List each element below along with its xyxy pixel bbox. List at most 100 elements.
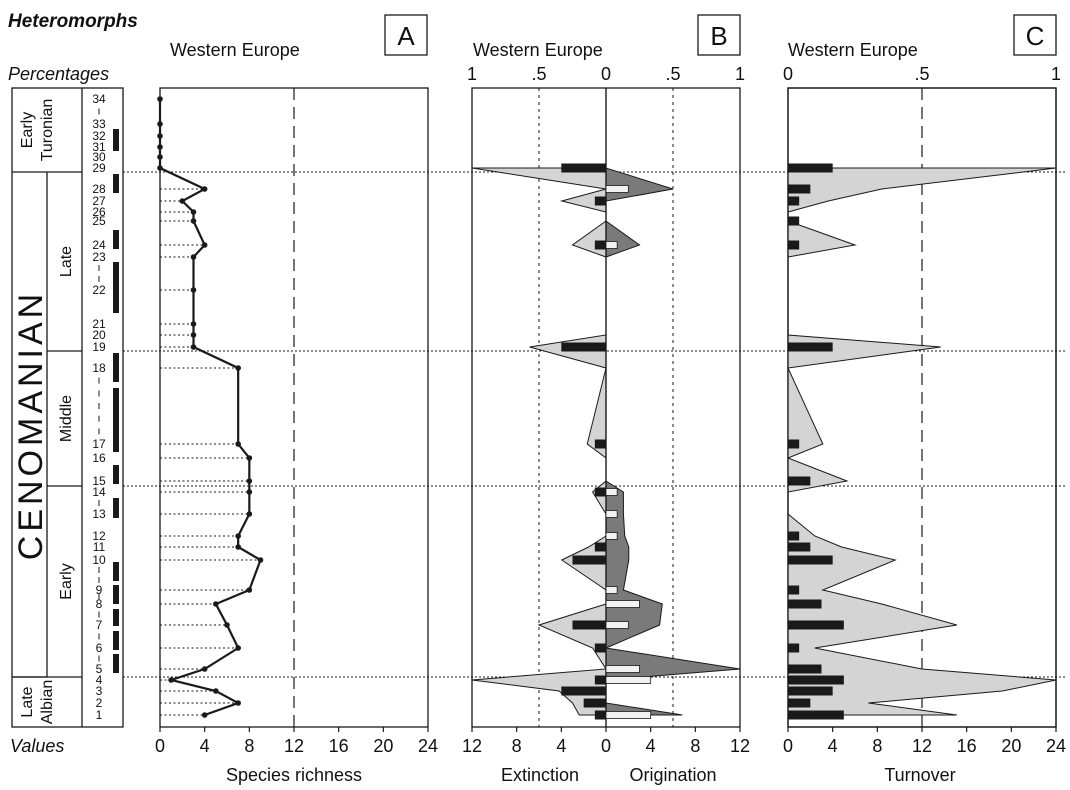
- x-tick-label: 12: [462, 736, 482, 756]
- zone-label-29: 29: [92, 161, 106, 175]
- turnover-bar-zone-3: [788, 686, 833, 696]
- stage-label: CENOMANIAN: [12, 290, 50, 560]
- values-label: Values: [10, 736, 64, 756]
- substage-label-line: Late: [58, 246, 75, 277]
- panel-c-turnover: 0 4 8 12 16 20 24 0 .5 1: [783, 64, 1066, 756]
- turnover-bar-zone-19: [788, 342, 833, 352]
- richness-point-zone-26: [190, 209, 197, 215]
- zone-label-8: 8: [96, 597, 103, 611]
- extinction-bar-zone-4: [594, 675, 606, 685]
- x-tick-label: 0: [601, 736, 611, 756]
- zone-label-21: 21: [92, 317, 106, 331]
- panel-letter-a: A: [384, 14, 428, 56]
- zone-marker-bar: [113, 465, 119, 484]
- substage-label: Early: [58, 563, 75, 599]
- x-tick-label: 4: [200, 736, 210, 756]
- turnover-bar-zone-11: [788, 542, 811, 552]
- origination-bar-zone-24: [605, 241, 618, 249]
- richness-point-zone-22: [190, 287, 197, 293]
- percent-tick-label: .5: [665, 64, 680, 84]
- x-tick-label: 0: [155, 736, 165, 756]
- turnover-bar-zone-28: [788, 184, 811, 194]
- origination-bar-zone-9: [605, 586, 618, 594]
- panel-b-extinction-origination: 12 8 4 0 4 8 12 1 .5 0 .5 1: [462, 64, 750, 756]
- percent-tick-label: .5: [531, 64, 546, 84]
- panel-a-xlabel: Species richness: [226, 765, 362, 785]
- x-tick-label: 4: [556, 736, 566, 756]
- zone-label-7: 7: [96, 618, 103, 632]
- zone-label-5: 5: [96, 662, 103, 676]
- richness-point-zone-21: [190, 321, 197, 327]
- richness-point-zone-7: [224, 622, 230, 628]
- x-tick-label: 4: [828, 736, 838, 756]
- x-tick-label: 24: [418, 736, 438, 756]
- richness-point-zone-34: [157, 96, 163, 102]
- zone-marker-bar: [113, 129, 119, 151]
- substage-label: Late Albian: [19, 680, 56, 724]
- figure-title: Heteromorphs: [8, 11, 138, 32]
- substage-label-line: Early: [58, 563, 75, 599]
- percent-tick-label: 0: [783, 64, 793, 84]
- turnover-bar-zone-12: [788, 531, 800, 541]
- x-tick-label: 12: [730, 736, 750, 756]
- turnover-bar-zone-5: [788, 664, 822, 674]
- zone-label-9: 9: [96, 583, 103, 597]
- richness-point-zone-3: [213, 688, 219, 694]
- x-tick-label: 12: [284, 736, 304, 756]
- zone-label-14: 14: [92, 485, 106, 499]
- richness-point-zone-4: [168, 677, 174, 683]
- zone-marker-bar: [113, 498, 119, 518]
- substage-label-line: Middle: [58, 395, 75, 442]
- zone-marker-bar: [113, 609, 119, 626]
- zone-marker-bar: [113, 585, 119, 604]
- zone-label-12: 12: [92, 529, 106, 543]
- zone-label-31: 31: [92, 140, 106, 154]
- richness-point-zone-6: [235, 645, 241, 651]
- extinction-bar-zone-24: [594, 240, 606, 250]
- richness-point-zone-27: [179, 198, 186, 204]
- percentages-label: Percentages: [8, 64, 109, 84]
- origination-bar-zone-13: [605, 510, 618, 518]
- zone-label-20: 20: [92, 328, 106, 342]
- x-tick-label: 12: [912, 736, 932, 756]
- zone-label-23: 23: [92, 250, 106, 264]
- panel-frame-overlay: [787, 87, 1057, 728]
- zone-label-32: 32: [92, 129, 106, 143]
- zone-label-17: 17: [92, 437, 106, 451]
- turnover-bar-zone-1: [788, 710, 844, 720]
- extinction-bar-zone-1: [594, 710, 606, 720]
- richness-point-zone-20: [190, 332, 197, 338]
- turnover-bar-zone-10: [788, 555, 833, 565]
- richness-point-zone-12: [235, 533, 241, 539]
- percent-tick-label: 1: [1051, 64, 1061, 84]
- extinction-bar-zone-3: [561, 686, 606, 696]
- extinction-bar-zone-2: [583, 698, 606, 708]
- richness-point-zone-14: [246, 489, 253, 495]
- extinction-bar-zone-14: [594, 487, 606, 497]
- zone-marker-bar: [113, 631, 119, 650]
- zone-label-24: 24: [92, 238, 106, 252]
- richness-point-zone-33: [157, 121, 163, 127]
- zone-label-11: 11: [93, 540, 106, 554]
- extinction-bar-zone-17: [594, 439, 606, 449]
- zone-label-16: 16: [92, 451, 106, 465]
- richness-point-zone-32: [157, 133, 163, 139]
- origination-bar-zone-5: [605, 665, 640, 673]
- panel-letter-c-text: C: [1026, 21, 1045, 51]
- x-tick-label: 16: [329, 736, 349, 756]
- zone-marker-bar: [113, 262, 119, 313]
- x-tick-label: 24: [1046, 736, 1066, 756]
- richness-point-zone-13: [246, 511, 253, 517]
- origination-bar-zone-7: [605, 621, 629, 629]
- zone-label-18: 18: [92, 361, 106, 375]
- x-tick-label: 16: [957, 736, 977, 756]
- turnover-bar-zone-24: [788, 240, 800, 250]
- extinction-bar-zone-27: [594, 196, 606, 206]
- richness-point-zone-23: [190, 254, 197, 260]
- zone-label-10: 10: [92, 553, 106, 567]
- zone-label-26: 26: [92, 205, 106, 219]
- origination-bar-zone-12: [605, 532, 618, 540]
- zone-label-15: 15: [92, 474, 106, 488]
- richness-point-zone-31: [157, 144, 163, 150]
